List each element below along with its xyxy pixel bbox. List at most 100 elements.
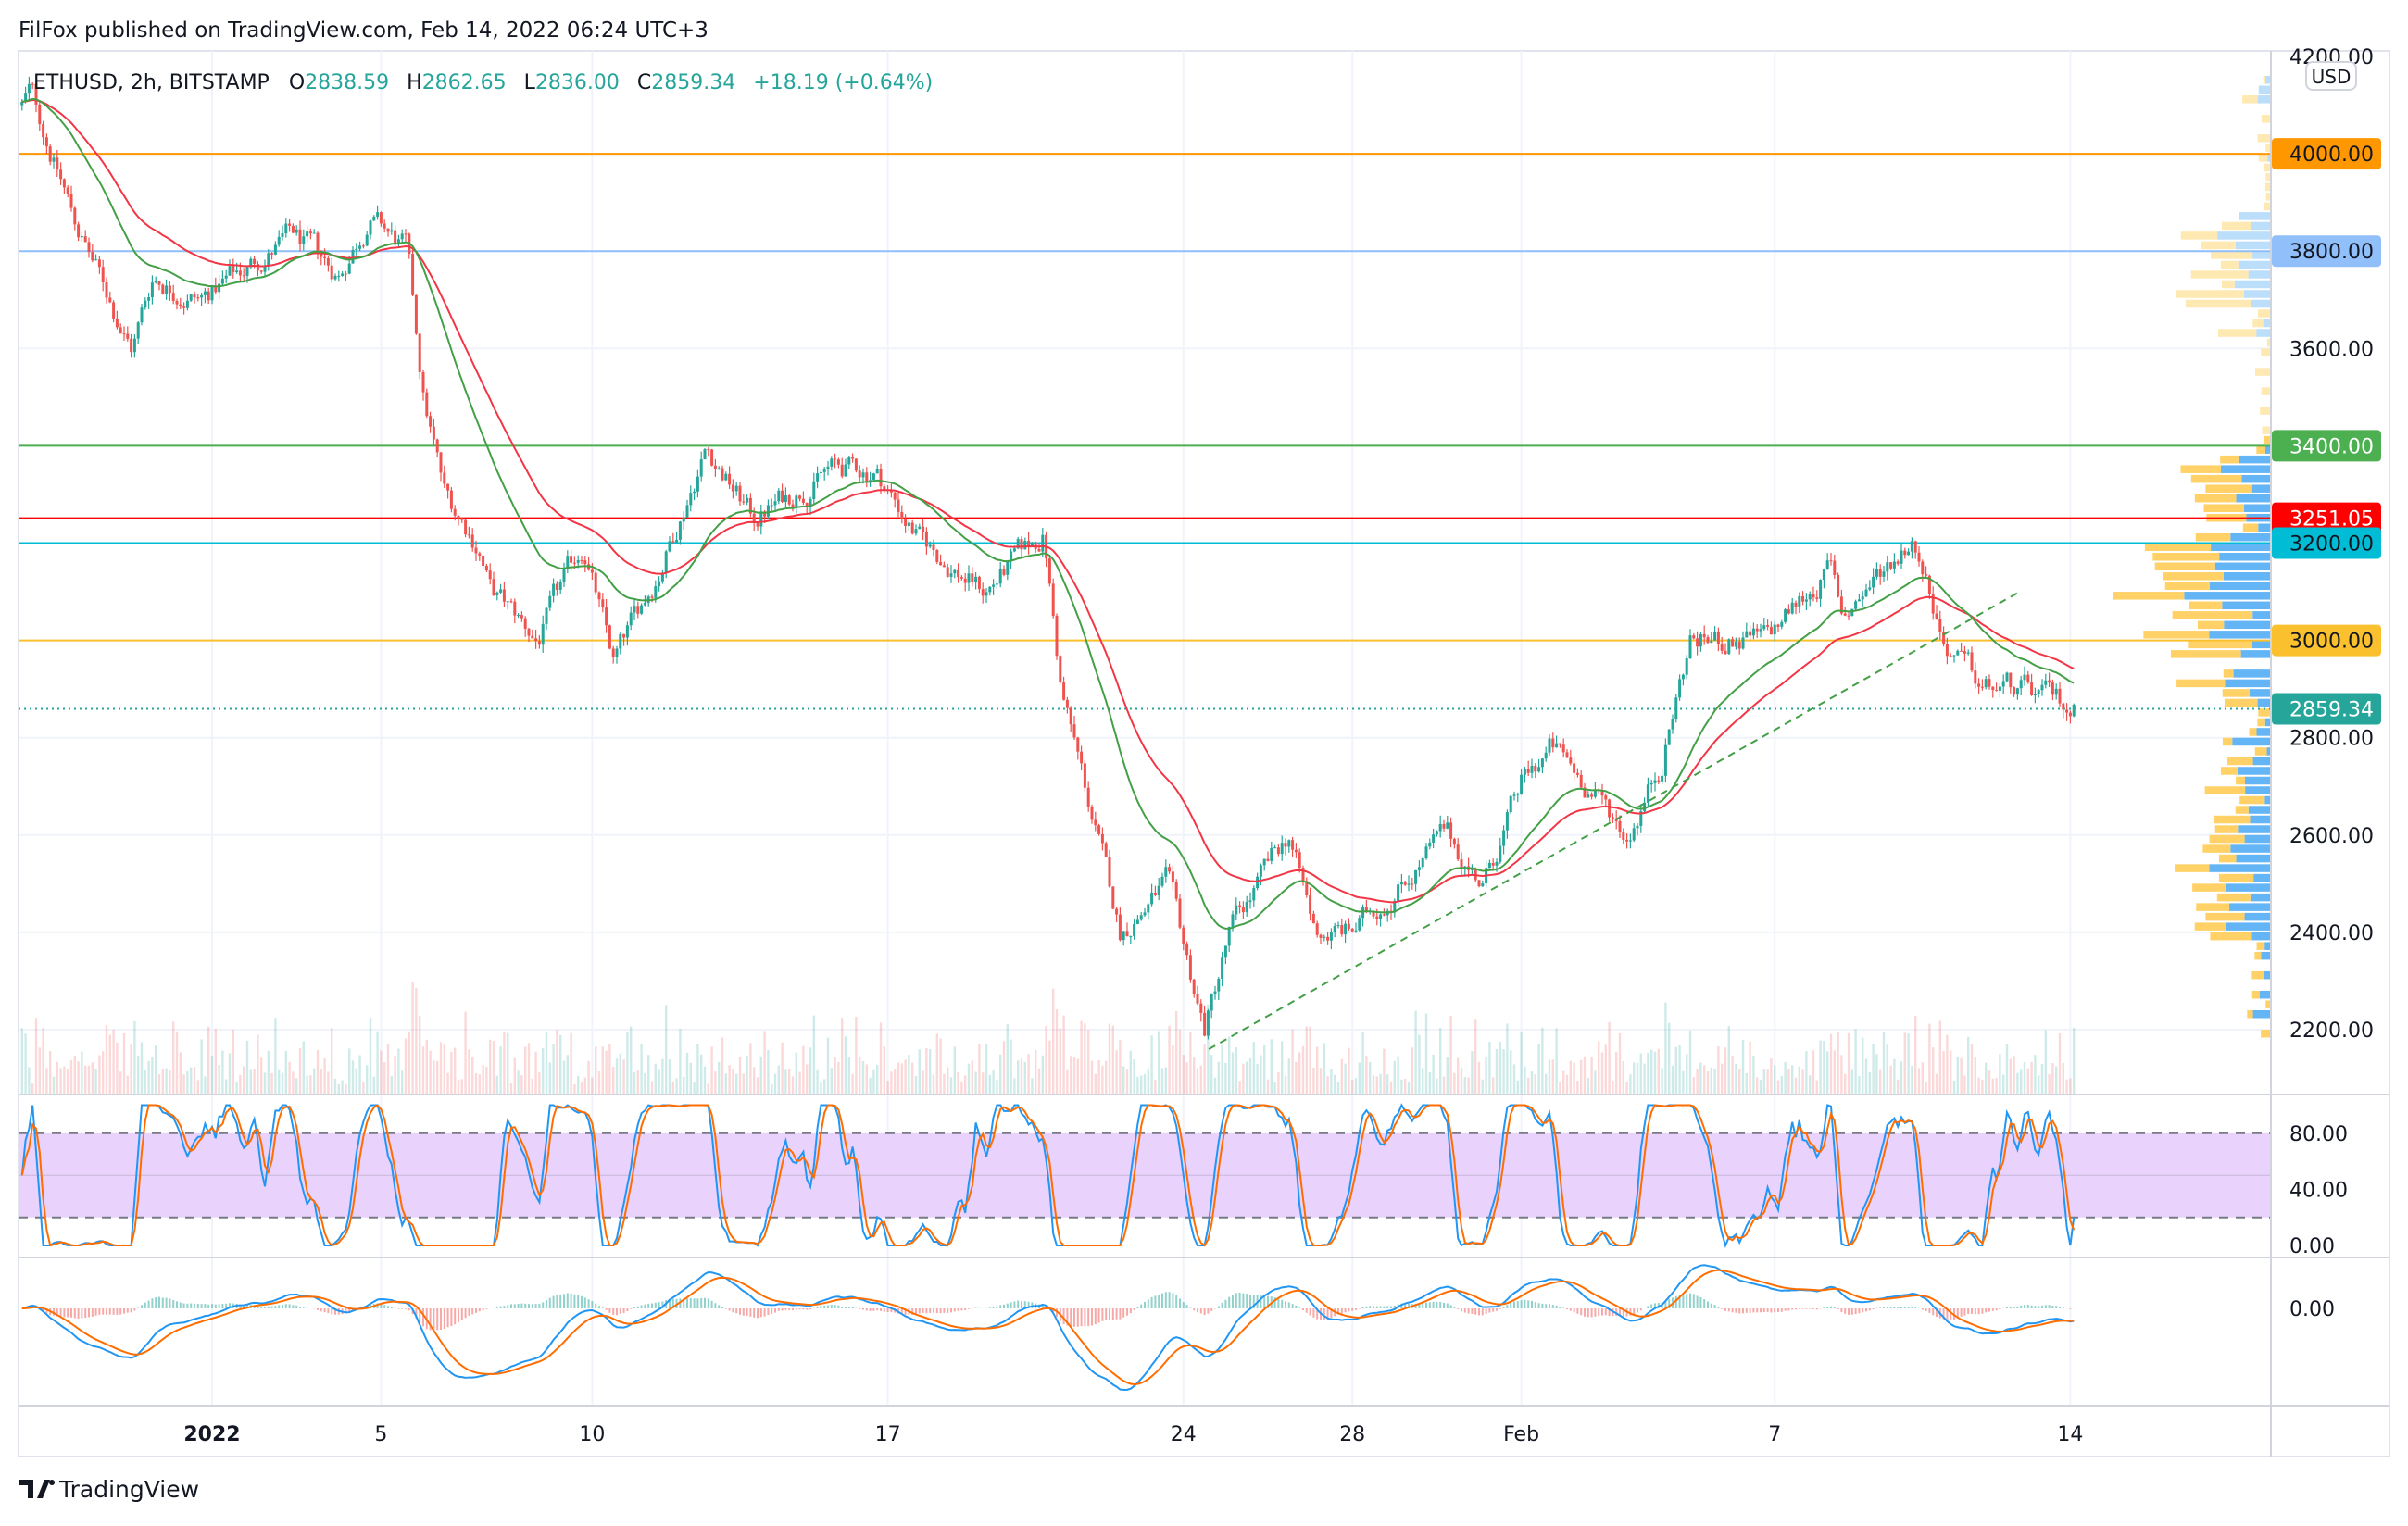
volume-bar	[869, 1078, 871, 1094]
candle-body	[534, 638, 537, 641]
candle-body	[1903, 551, 1906, 556]
volume-profile-down	[2181, 231, 2217, 240]
macd-histogram-bar	[1928, 1308, 1930, 1313]
macd-histogram-bar	[1531, 1301, 1533, 1308]
macd-histogram-bar	[1513, 1302, 1515, 1308]
macd-histogram-bar	[1703, 1299, 1705, 1308]
volume-profile-down	[2175, 864, 2209, 872]
candle-body	[1865, 590, 1868, 596]
tradingview-logo[interactable]: TradingView	[19, 1476, 199, 1503]
volume-bar	[1390, 1082, 1392, 1094]
macd-histogram-bar	[686, 1298, 688, 1308]
candle-body	[94, 259, 97, 260]
currency-button[interactable]: USD	[2306, 62, 2356, 90]
time-tick-label: 28	[1339, 1423, 1365, 1446]
volume-bar	[1728, 1026, 1730, 1094]
macd-histogram-bar	[1742, 1308, 1744, 1313]
candle-body	[446, 484, 449, 491]
candle-body	[1946, 644, 1949, 656]
volume-profile-up	[2252, 611, 2271, 619]
macd-histogram-bar	[1897, 1307, 1899, 1308]
volume-bar	[972, 1060, 973, 1094]
volume-bar	[960, 1082, 962, 1094]
candle-body	[1094, 819, 1097, 825]
candle-body	[1858, 599, 1861, 601]
volume-bar	[260, 1057, 262, 1094]
macd-histogram-bar	[1770, 1308, 1772, 1312]
macd-histogram-bar	[1179, 1298, 1181, 1308]
volume-bar	[552, 1044, 554, 1094]
macd-histogram-bar	[1222, 1303, 1223, 1308]
volume-bar	[922, 1070, 923, 1094]
volume-bar	[992, 1070, 994, 1094]
volume-bar	[1112, 1026, 1114, 1094]
macd-histogram-bar	[1447, 1303, 1449, 1308]
volume-bar	[1038, 1069, 1040, 1094]
candle-body	[200, 295, 203, 297]
volume-profile-down	[2188, 641, 2251, 649]
volume-bar	[1179, 1030, 1181, 1094]
volume-bar	[2020, 1069, 2022, 1094]
candle-body	[1027, 541, 1030, 546]
volume-profile-down	[2264, 203, 2271, 211]
candle-body	[1344, 924, 1347, 934]
candle-body	[1379, 914, 1382, 919]
candle-body	[499, 590, 502, 593]
candle-body	[651, 596, 654, 597]
candle-body	[1654, 781, 1657, 783]
macd-histogram-bar	[947, 1308, 948, 1313]
macd-histogram-bar	[295, 1306, 297, 1308]
volume-bar	[950, 1077, 952, 1094]
macd-histogram-bar	[1292, 1304, 1294, 1308]
volume-bar	[1647, 1053, 1649, 1094]
macd-histogram-bar	[1574, 1308, 1575, 1312]
volume-bar	[1158, 1032, 1160, 1094]
volume-bar	[732, 1069, 734, 1094]
candle-body	[626, 625, 629, 637]
macd-histogram-bar	[485, 1308, 487, 1309]
macd-histogram-bar	[1461, 1308, 1462, 1311]
volume-bar	[1386, 1074, 1388, 1094]
macd-histogram-bar	[817, 1307, 819, 1308]
candle-body	[1967, 652, 1970, 653]
stoch-tick-label: 40.00	[2289, 1179, 2348, 1202]
macd-histogram-bar	[872, 1308, 874, 1311]
volume-bar	[859, 1057, 860, 1094]
candle-body	[1097, 825, 1100, 834]
macd-histogram-bar	[1298, 1307, 1300, 1308]
volume-bar	[718, 1062, 720, 1094]
volume-bar	[820, 1082, 821, 1094]
volume-bar	[651, 1082, 653, 1094]
volume-profile-down	[2249, 728, 2256, 736]
candle-body	[1587, 794, 1589, 797]
candle-body	[1323, 937, 1325, 938]
macd-histogram-bar	[651, 1304, 653, 1308]
volume-bar	[2063, 1063, 2064, 1094]
macd-histogram-bar	[1098, 1308, 1100, 1322]
candle-body	[908, 522, 910, 526]
volume-bar	[1524, 1067, 1525, 1094]
candle-body	[968, 573, 971, 582]
volume-bar	[327, 1071, 329, 1094]
horizontal-levels[interactable]	[19, 154, 2271, 708]
macd-histogram-bar	[925, 1308, 927, 1313]
volume-bar	[1510, 1050, 1511, 1094]
candle-body	[1101, 834, 1104, 844]
volume-bar	[679, 1029, 681, 1094]
volume-bar	[323, 1058, 325, 1094]
macd-histogram-bar	[602, 1307, 604, 1308]
volume-profile-down	[2195, 922, 2226, 931]
candle-body	[1541, 758, 1544, 767]
volume-bar	[264, 1072, 266, 1094]
price-axis[interactable]: 4200.003600.002800.002600.002400.002200.…	[2272, 46, 2381, 1321]
candle-body	[1404, 882, 1407, 884]
volume-bar	[130, 1044, 132, 1094]
candle-body	[820, 472, 822, 473]
candle-body	[401, 233, 404, 239]
candle-body	[996, 583, 998, 584]
macd-histogram-bar	[1242, 1294, 1244, 1308]
candle-body	[260, 270, 263, 271]
volume-profile[interactable]	[2113, 76, 2271, 1037]
